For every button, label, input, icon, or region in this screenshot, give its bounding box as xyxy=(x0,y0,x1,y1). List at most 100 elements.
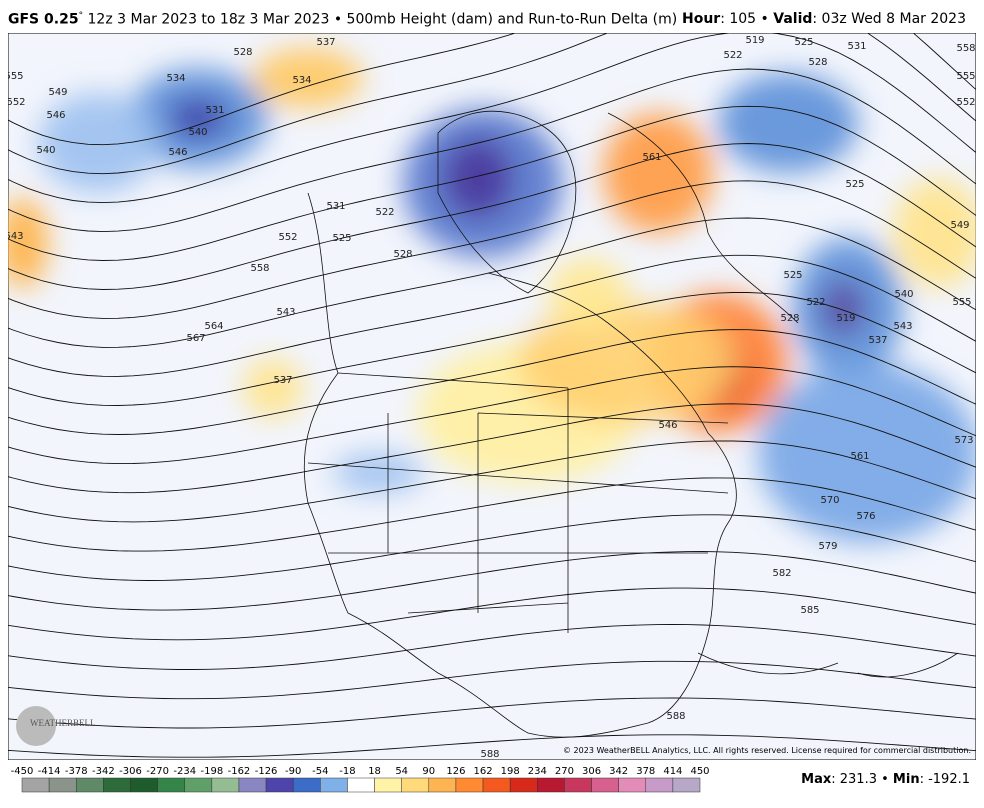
degree: ° xyxy=(78,11,84,21)
contour-label: 552 xyxy=(8,97,26,108)
shade-blob xyxy=(38,93,158,193)
colorbar-label: -450 xyxy=(11,766,34,777)
contour-label: 525 xyxy=(845,179,864,190)
contour-line xyxy=(8,33,976,175)
shade-blob xyxy=(243,358,303,418)
contour-label: 540 xyxy=(188,127,207,138)
color-cell xyxy=(672,777,701,793)
colorbar-label: 198 xyxy=(501,766,520,777)
color-cell xyxy=(455,777,484,793)
color-cell xyxy=(645,777,674,793)
contour-line xyxy=(8,105,976,261)
contour-label: 531 xyxy=(847,41,866,52)
color-cell xyxy=(482,777,511,793)
contour-label: 537 xyxy=(316,37,335,48)
max: : 231.3 • xyxy=(831,772,893,787)
contour-labels: 5285375555525495465405345315405465345435… xyxy=(8,35,976,760)
contours xyxy=(8,33,976,758)
coast-east xyxy=(607,112,799,324)
contour-label: 552 xyxy=(956,97,975,108)
contour-label: 564 xyxy=(204,321,223,332)
contour-line xyxy=(8,624,976,670)
shade-blob xyxy=(821,280,865,336)
hour-label: Hour xyxy=(681,11,721,27)
contour-label: 540 xyxy=(36,145,55,156)
color-cell xyxy=(265,777,294,793)
contour-line xyxy=(8,329,976,435)
color-cell xyxy=(618,777,647,793)
color-cell xyxy=(21,777,50,793)
color-cell xyxy=(347,777,375,793)
colorbar-label: -126 xyxy=(255,766,278,777)
contour-label: 537 xyxy=(273,375,292,386)
contour-label: 543 xyxy=(276,307,295,318)
colorbar-label: -270 xyxy=(146,766,169,777)
contour-line xyxy=(8,33,976,146)
contour-label: 528 xyxy=(780,313,799,324)
contour-label: 528 xyxy=(233,47,252,58)
contour-label: 561 xyxy=(850,451,869,462)
colorbar-label: -414 xyxy=(38,766,61,777)
contour-line xyxy=(8,697,976,729)
contour-label: 531 xyxy=(205,105,224,116)
contour-line xyxy=(8,143,976,290)
valid: : 03z Wed 8 Mar 2023 xyxy=(812,11,966,27)
run: 12z 3 Mar 2023 to 18z 3 Mar 2023 • 500mb… xyxy=(83,11,678,28)
copyright: © 2023 WeatherBELL Analytics, LLC. All r… xyxy=(563,746,971,755)
contour-label: 549 xyxy=(950,220,969,231)
colorbar-label: -198 xyxy=(200,766,223,777)
color-cell xyxy=(157,777,185,793)
arctic-islands xyxy=(437,110,577,294)
color-cell xyxy=(320,777,348,793)
color-cell xyxy=(211,777,240,793)
shade-blob xyxy=(168,98,228,138)
contour-label: 522 xyxy=(723,50,742,61)
contour-label: 525 xyxy=(783,270,802,281)
contour-label: 540 xyxy=(894,289,913,300)
color-cell xyxy=(374,777,402,793)
footer-right: Max: 231.3 • Min: -192.1 xyxy=(801,772,970,787)
contour-label: 522 xyxy=(375,207,394,218)
contour-label: 519 xyxy=(836,313,855,324)
shading xyxy=(8,48,976,543)
contour-label: 555 xyxy=(8,71,24,82)
contour-line xyxy=(8,180,976,319)
colorbar-label: -18 xyxy=(339,766,355,777)
hour: : 105 • xyxy=(720,11,774,27)
contour-line xyxy=(8,587,976,641)
logo: WEATHERBELL xyxy=(16,706,96,746)
shade-blob xyxy=(253,48,363,108)
contour-label: 573 xyxy=(954,435,973,446)
borders xyxy=(307,372,729,633)
color-cell xyxy=(75,777,104,793)
contour-label: 552 xyxy=(278,232,297,243)
contour-label: 543 xyxy=(893,321,912,332)
contour-label: 555 xyxy=(952,297,971,308)
colorbar-label: -378 xyxy=(65,766,88,777)
contour-label: 558 xyxy=(250,263,269,274)
color-cell xyxy=(401,777,430,793)
contour-label: 561 xyxy=(642,152,661,163)
colorbar-label: 162 xyxy=(473,766,492,777)
colorbar-label: 270 xyxy=(555,766,574,777)
contour-label: 537 xyxy=(868,335,887,346)
contour-label: 585 xyxy=(800,605,819,616)
contour-label: 525 xyxy=(794,37,813,48)
min-label: Min xyxy=(892,772,920,787)
model: GFS 0.25 xyxy=(8,11,79,28)
map: 5285375555525495465405345315405465345435… xyxy=(8,33,976,760)
colorbar-label: -54 xyxy=(312,766,328,777)
contour-label: 534 xyxy=(166,73,185,84)
color-cell xyxy=(103,777,131,793)
contour-label: 519 xyxy=(745,35,764,46)
color-cell xyxy=(48,777,77,793)
contour-label: 543 xyxy=(8,231,24,242)
contour-label: 525 xyxy=(332,233,351,244)
contour-label: 546 xyxy=(46,110,65,121)
color-cell xyxy=(591,777,619,793)
colorbar-label: 18 xyxy=(368,766,381,777)
header-left: GFS 0.25° 12z 3 Mar 2023 to 18z 3 Mar 20… xyxy=(8,11,677,28)
color-cell xyxy=(238,777,267,793)
contour-label: 546 xyxy=(658,420,677,431)
